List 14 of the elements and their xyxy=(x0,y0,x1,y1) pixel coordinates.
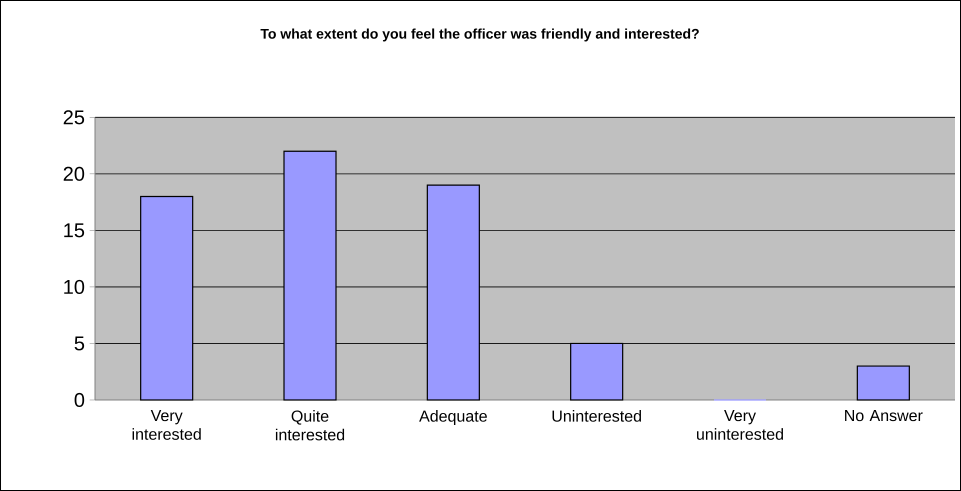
bar xyxy=(856,365,910,401)
y-tick-label: 10 xyxy=(64,280,84,294)
x-tick-label: Uninterested xyxy=(552,410,641,422)
y-tick-label: 25 xyxy=(64,110,84,124)
x-tick-label: Very uninterested xyxy=(697,410,783,440)
y-tick-label: 5 xyxy=(74,336,84,350)
x-tick-label: Very interested xyxy=(132,410,201,440)
y-tick-label: 15 xyxy=(64,223,84,238)
y-tick-label: 0 xyxy=(74,392,84,408)
chart-title: To what extent do you feel the officer was friendly and interested? xyxy=(260,28,699,42)
x-tick-label: No Answer xyxy=(845,410,923,422)
y-tick-label: 20 xyxy=(64,166,84,181)
x-tick-label: Adequate xyxy=(419,410,487,425)
x-tick-label: Quite interested xyxy=(276,410,344,440)
